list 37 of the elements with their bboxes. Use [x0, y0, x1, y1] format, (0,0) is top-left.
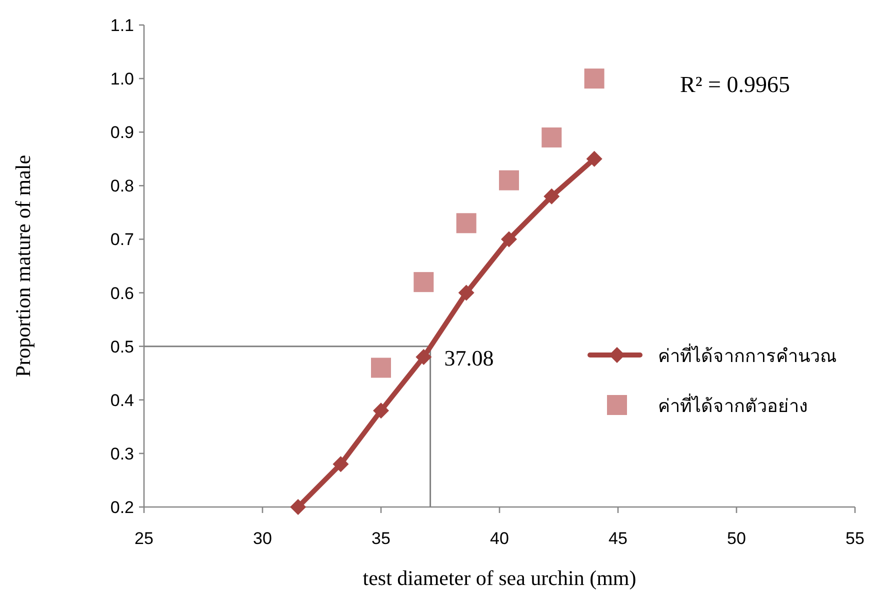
point	[584, 68, 604, 89]
point	[544, 188, 560, 204]
legend-label: ค่าที่ได้จากการคำนวณ	[658, 343, 837, 366]
point	[414, 272, 434, 292]
y-tick-label: 0.6	[110, 284, 134, 303]
y-tick-label: 0.5	[110, 337, 134, 356]
point	[290, 499, 306, 515]
point	[332, 456, 349, 472]
point	[416, 349, 432, 366]
point	[542, 127, 562, 148]
x-tick-label: 30	[253, 529, 272, 548]
ref-line-label: 37.08	[444, 345, 494, 370]
point	[586, 150, 602, 167]
point	[498, 170, 519, 190]
point	[456, 213, 476, 234]
y-tick-label: 0.4	[110, 390, 134, 410]
point	[373, 402, 389, 419]
y-tick-label: 0.9	[110, 123, 134, 142]
x-tick-label: 50	[727, 529, 746, 548]
legend-label: ค่าที่ได้จากตัวอย่าง	[658, 393, 808, 416]
point	[500, 231, 517, 248]
y-axis-title: Proportion mature of male	[11, 154, 35, 378]
x-tick-label: 40	[490, 529, 509, 548]
point	[371, 358, 391, 378]
point	[458, 284, 474, 301]
x-tick-label: 45	[608, 529, 628, 548]
y-tick-label: 1.1	[110, 16, 134, 35]
annotation: R² = 0.9965	[680, 72, 790, 97]
y-tick-label: 0.3	[110, 444, 134, 464]
x-tick-label: 55	[846, 529, 864, 548]
y-tick-label: 0.8	[110, 176, 134, 196]
x-axis-title: test diameter of sea urchin (mm)	[362, 566, 636, 590]
y-tick-label: 1.0	[110, 70, 134, 89]
y-tick-label: 0.7	[110, 230, 134, 250]
x-tick-label: 25	[134, 529, 154, 548]
y-tick-label: 0.2	[110, 498, 134, 517]
x-tick-label: 35	[372, 529, 390, 548]
